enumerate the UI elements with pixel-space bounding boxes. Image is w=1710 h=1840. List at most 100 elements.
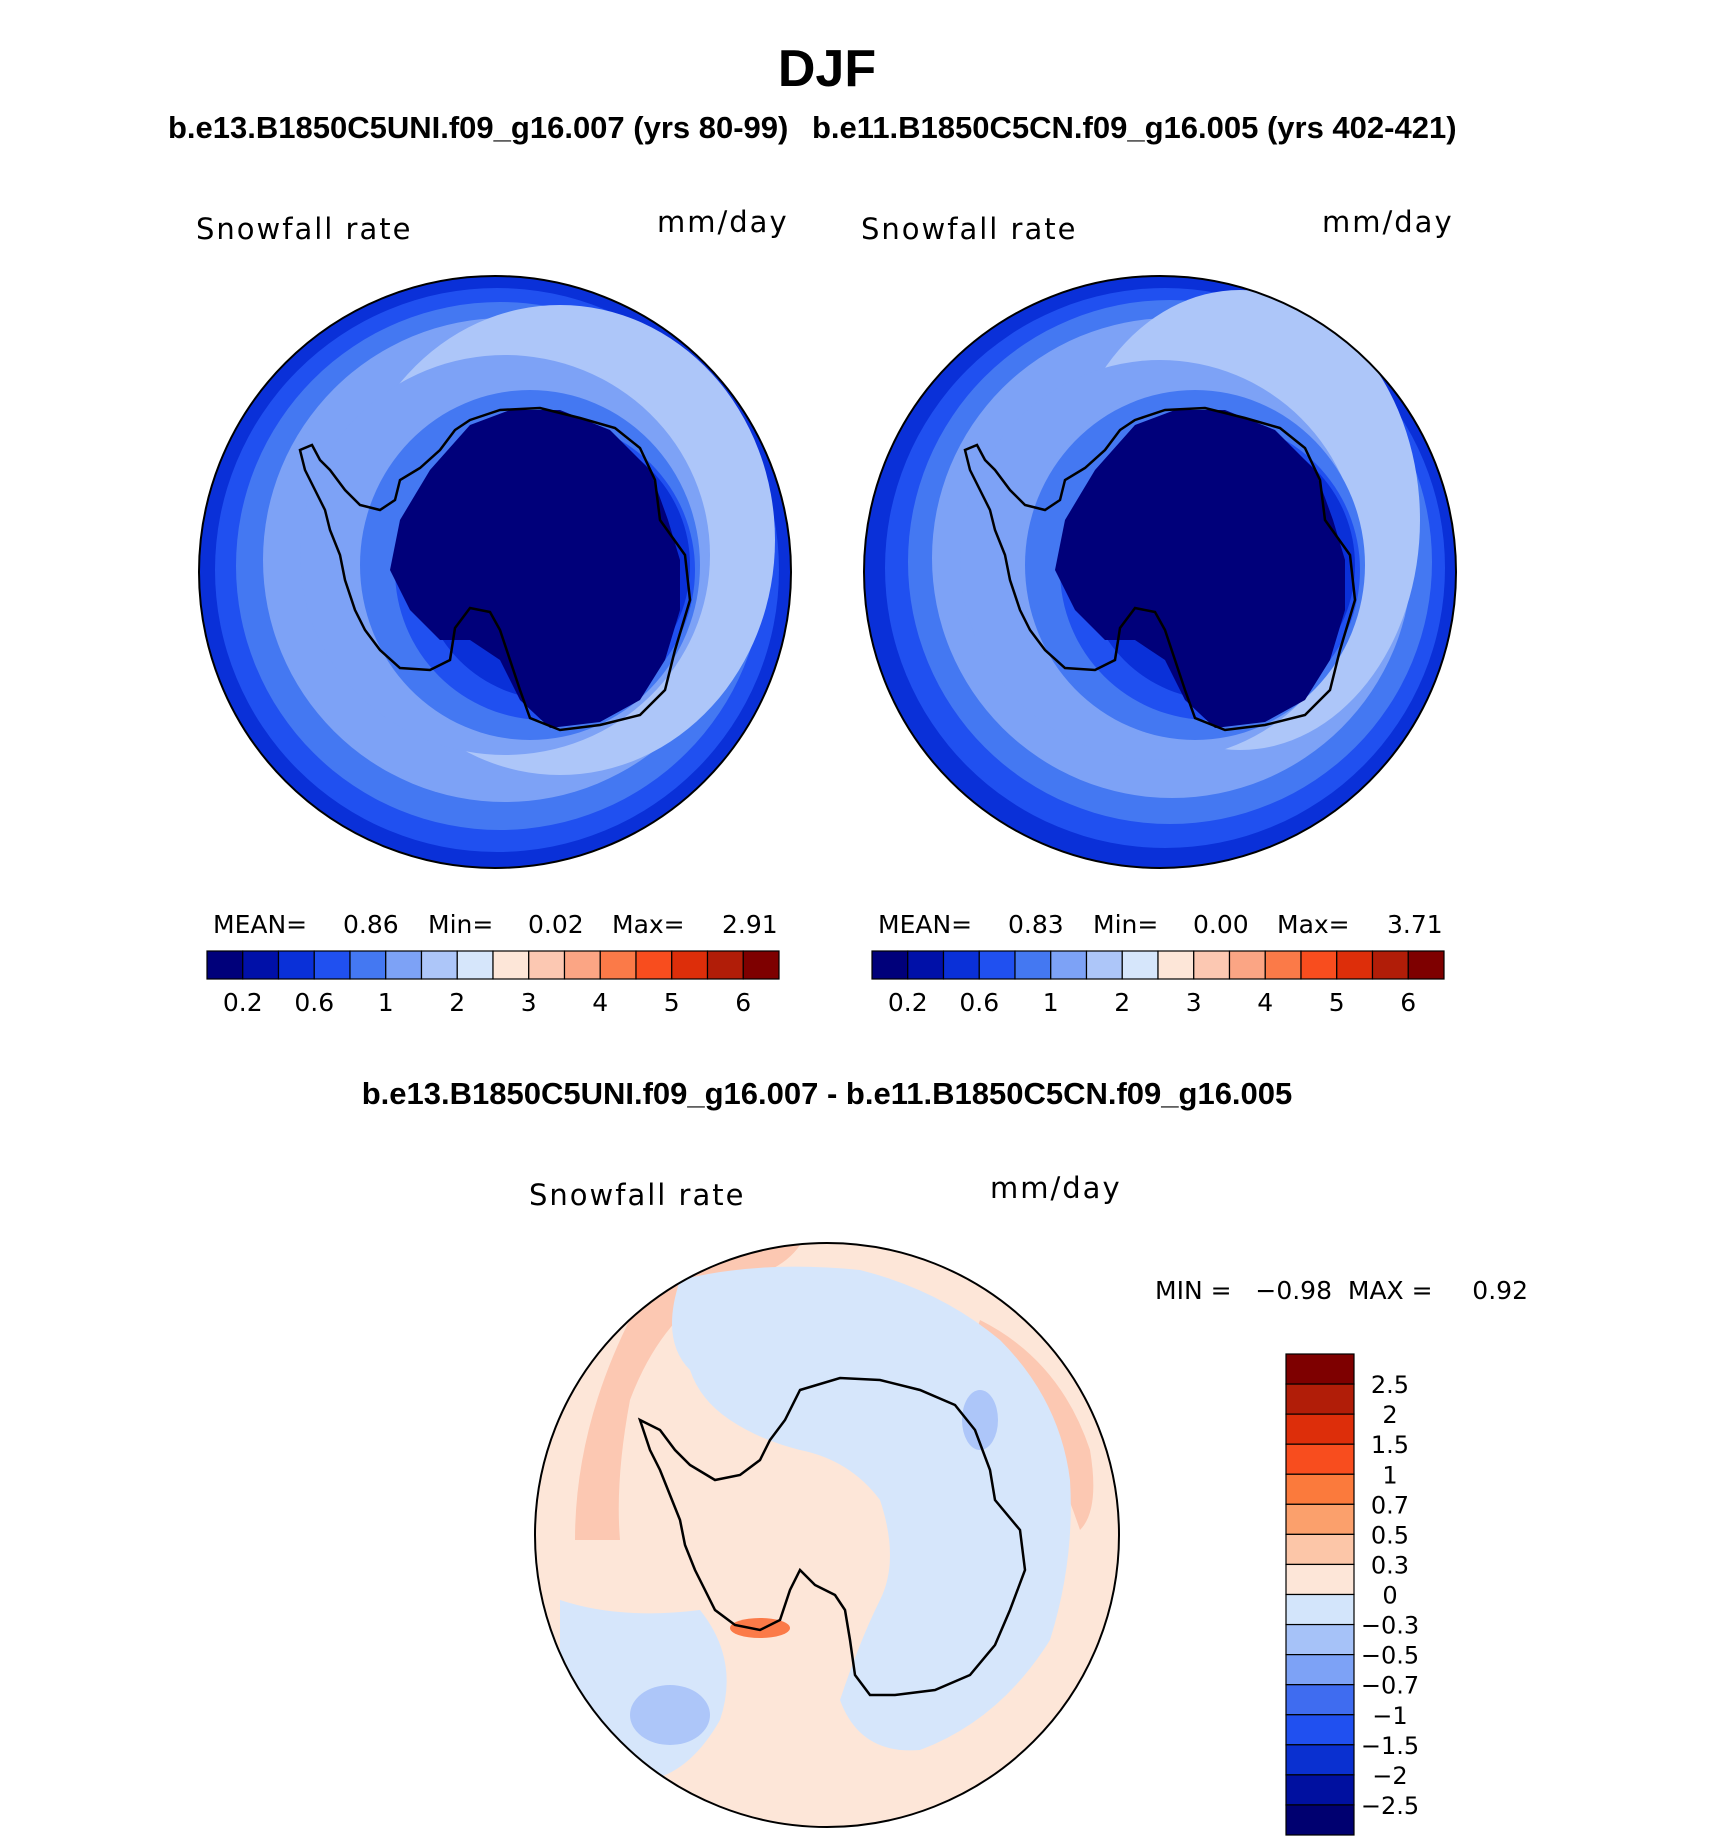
panel-left-mean-label: MEAN= [213, 910, 307, 939]
colorbar-swatch [563, 950, 601, 980]
colorbar-tick-label: −0.3 [1361, 1612, 1419, 1640]
colorbar-tick-label: 0.5 [1371, 1521, 1409, 1549]
colorbar-swatch [1157, 950, 1195, 980]
colorbar-swatch [1121, 950, 1159, 980]
colorbar-swatch [635, 950, 673, 980]
colorbar-tick-label: 0.6 [959, 988, 999, 1017]
panel-right-map-border [863, 275, 1457, 869]
colorbar-swatch [1285, 1563, 1355, 1596]
colorbar-swatch [907, 950, 945, 980]
colorbar-swatch [1285, 1714, 1355, 1746]
colorbar-swatch [1285, 1774, 1355, 1806]
colorbar-swatch [456, 950, 494, 980]
colorbar-swatch [1285, 1353, 1355, 1385]
panel-right-min: 0.00 [1193, 910, 1249, 939]
colorbar-tick-label: 1 [1382, 1461, 1397, 1489]
colorbar-swatch [871, 950, 909, 980]
panel-right-units: mm/day [1322, 205, 1454, 239]
panel-right-map [864, 276, 1456, 868]
colorbar-swatch [1300, 950, 1338, 980]
colorbar-swatch [1285, 1443, 1355, 1475]
panel-left-map-border [198, 275, 792, 869]
panel-right-variable: Snowfall rate [861, 212, 1077, 246]
colorbar-swatch [1014, 950, 1052, 980]
case1-header: b.e13.B1850C5UNI.f09_g16.007 (yrs 80-99) [168, 110, 788, 145]
colorbar-swatch [1336, 950, 1374, 980]
colorbar-swatch [599, 950, 637, 980]
colorbar-tick-label: 2 [449, 988, 465, 1017]
panel-left: Snowfall rate mm/day MEAN= 0.86 Min= 0.0… [196, 205, 792, 1017]
colorbar-swatch [242, 950, 280, 980]
panel-diff-variable: Snowfall rate [529, 1178, 745, 1212]
colorbar-tick-label: 6 [735, 988, 751, 1017]
antarctica-coastline [637, 1376, 1027, 1697]
colorbar-tick-label: 5 [664, 988, 680, 1017]
panel-right-min-label: Min= [1093, 910, 1158, 939]
colorbar-swatch [1264, 950, 1302, 980]
panel-right: Snowfall rate mm/day MEAN= 0.83 Min= 0.0… [861, 205, 1457, 1017]
colorbar-tick-label: 6 [1400, 988, 1416, 1017]
antarctica-coastline [963, 406, 1357, 732]
colorbar-tick-label: −0.5 [1361, 1642, 1419, 1670]
colorbar-swatch [742, 950, 780, 980]
colorbar-tick-label: 0.3 [1371, 1551, 1409, 1579]
colorbar-tick-label: 1 [378, 988, 394, 1017]
panel-diff-units: mm/day [990, 1171, 1122, 1205]
colorbar-tick-label: 4 [592, 988, 608, 1017]
colorbar-tick-label: 5 [1329, 988, 1345, 1017]
colorbar-swatch [1371, 950, 1409, 980]
panel-left-map [199, 276, 791, 868]
panel-right-mean-label: MEAN= [878, 910, 972, 939]
colorbar-swatch [1285, 1533, 1355, 1566]
diff-title: b.e13.B1850C5UNI.f09_g16.007 - b.e11.B18… [362, 1076, 1293, 1111]
panel-left-mean: 0.86 [343, 910, 399, 939]
colorbar-swatch [1285, 1383, 1355, 1415]
colorbar-swatch [528, 950, 566, 980]
colorbar-tick-label: 4 [1257, 988, 1273, 1017]
colorbar-tick-label: 0.2 [223, 988, 263, 1017]
panel-diff-minmax: MIN = −0.98 MAX = 0.92 [1155, 1276, 1528, 1305]
panel-left-colorbar: 0.2 0.6 1 2 3 4 5 6 [206, 950, 780, 1017]
panel-right-mean: 0.83 [1008, 910, 1064, 939]
diff-cool-patch2 [962, 1390, 998, 1450]
colorbar-swatch [1285, 1684, 1355, 1716]
panel-diff-map-border [534, 1242, 1120, 1828]
colorbar-swatch [1085, 950, 1123, 980]
panel-diff-colorbar: 2.521.510.70.50.3 0−0.3−0.5−0.7−1−1.5−2−2… [1285, 1353, 1419, 1836]
panel-left-min-label: Min= [428, 910, 493, 939]
panel-left-max: 2.91 [722, 910, 778, 939]
diff-cool-region [672, 1266, 1071, 1751]
colorbar-tick-label: −2 [1372, 1762, 1407, 1790]
colorbar-swatch [671, 950, 709, 980]
colorbar-tick-label: 1 [1043, 988, 1059, 1017]
diff-warm-patch [730, 1618, 790, 1638]
colorbar-tick-label: 0 [1382, 1582, 1397, 1610]
colorbar-tick-label: 1.5 [1371, 1431, 1409, 1459]
colorbar-swatch [1285, 1503, 1355, 1535]
colorbar-tick-label: −1.5 [1361, 1732, 1419, 1760]
colorbar-swatch [1285, 1473, 1355, 1505]
colorbar-swatch [313, 950, 351, 980]
season-title: DJF [778, 40, 876, 98]
colorbar-tick-label: −2.5 [1361, 1792, 1419, 1820]
colorbar-swatch [942, 950, 980, 980]
colorbar-tick-label: −1 [1372, 1702, 1407, 1730]
panel-left-variable: Snowfall rate [196, 212, 412, 246]
colorbar-tick-label: −0.7 [1361, 1672, 1419, 1700]
colorbar-swatch [1193, 950, 1231, 980]
colorbar-swatch [1285, 1744, 1355, 1776]
colorbar-swatch [978, 950, 1016, 980]
panel-left-max-label: Max= [612, 910, 685, 939]
panel-right-max: 3.71 [1387, 910, 1443, 939]
antarctica-core [1055, 410, 1345, 728]
colorbar-swatch [1285, 1654, 1355, 1686]
colorbar-swatch [1228, 950, 1266, 980]
colorbar-swatch [385, 950, 423, 980]
colorbar-tick-label: 2 [1382, 1401, 1397, 1429]
colorbar-tick-label: 2 [1114, 988, 1130, 1017]
case2-header: b.e11.B1850C5CN.f09_g16.005 (yrs 402-421… [812, 110, 1457, 145]
panel-left-min: 0.02 [528, 910, 584, 939]
antarctica-coastline [298, 406, 692, 732]
diff-cool-patch [630, 1685, 710, 1745]
